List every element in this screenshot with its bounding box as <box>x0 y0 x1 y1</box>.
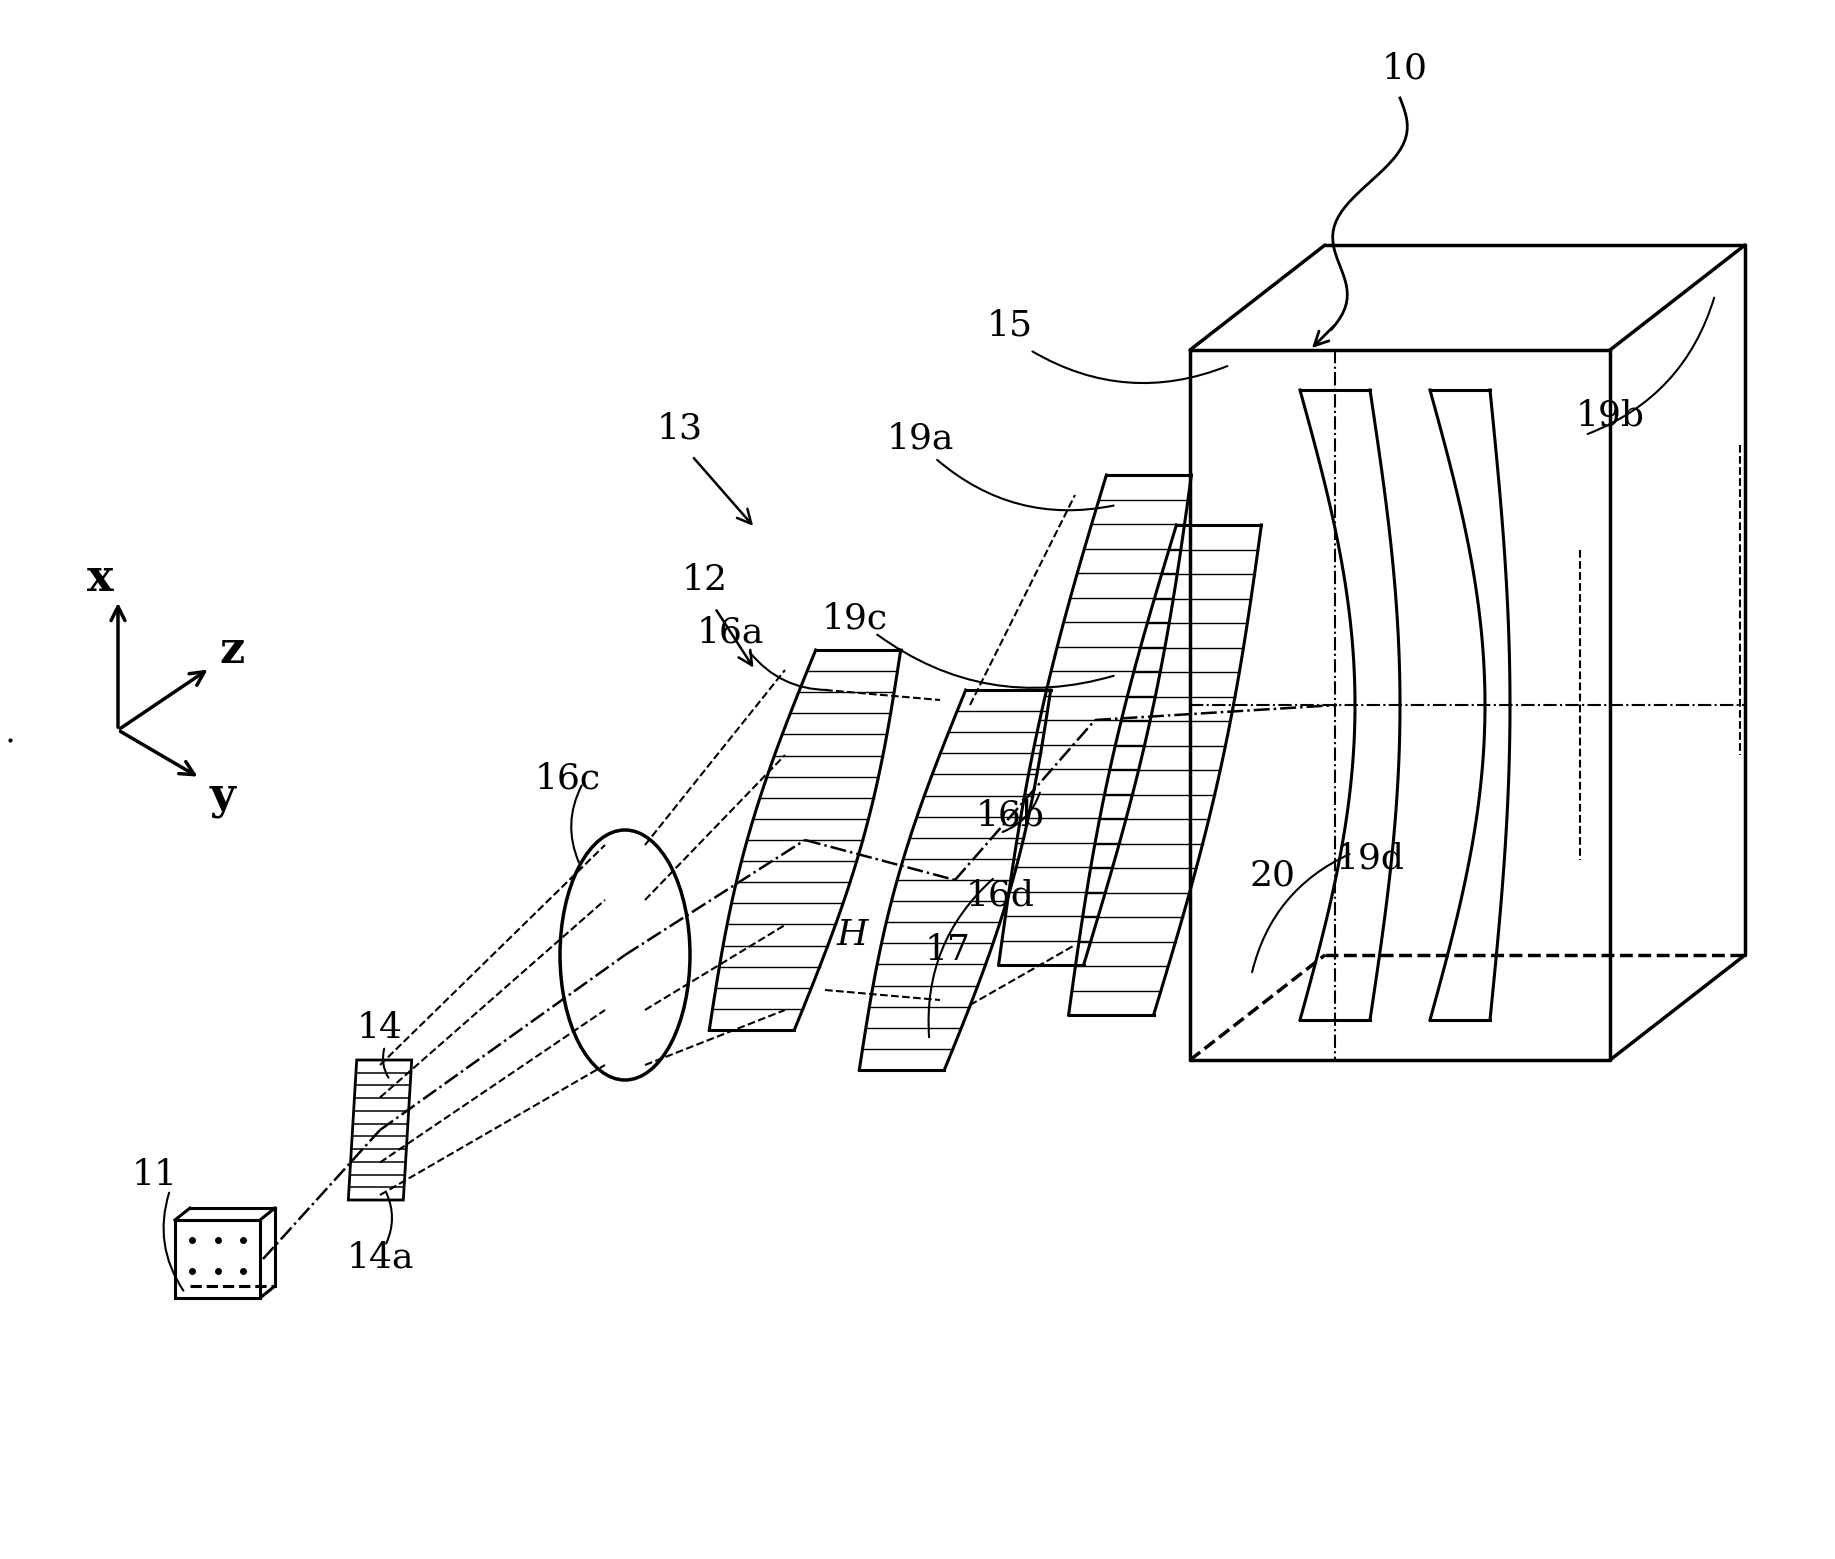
Text: 11: 11 <box>132 1158 178 1193</box>
Text: 10: 10 <box>1382 51 1428 86</box>
Text: 12: 12 <box>683 563 728 597</box>
Text: 16a: 16a <box>695 614 763 649</box>
Text: y: y <box>209 775 235 817</box>
Text: 15: 15 <box>987 309 1033 341</box>
Text: 16d: 16d <box>965 878 1035 912</box>
Text: 13: 13 <box>657 412 703 444</box>
Text: 19a: 19a <box>886 421 954 455</box>
Text: H: H <box>837 918 868 953</box>
Text: z: z <box>220 628 244 672</box>
Text: 20: 20 <box>1250 857 1296 892</box>
Text: 14: 14 <box>358 1010 404 1045</box>
Text: 19c: 19c <box>822 602 888 635</box>
Text: 19b: 19b <box>1576 398 1644 432</box>
Text: x: x <box>86 557 114 600</box>
Text: 14a: 14a <box>347 1241 413 1275</box>
Text: 16c: 16c <box>536 761 602 795</box>
Text: 19d: 19d <box>1336 840 1404 875</box>
Text: 16b: 16b <box>976 798 1044 833</box>
Text: 17: 17 <box>925 932 971 967</box>
